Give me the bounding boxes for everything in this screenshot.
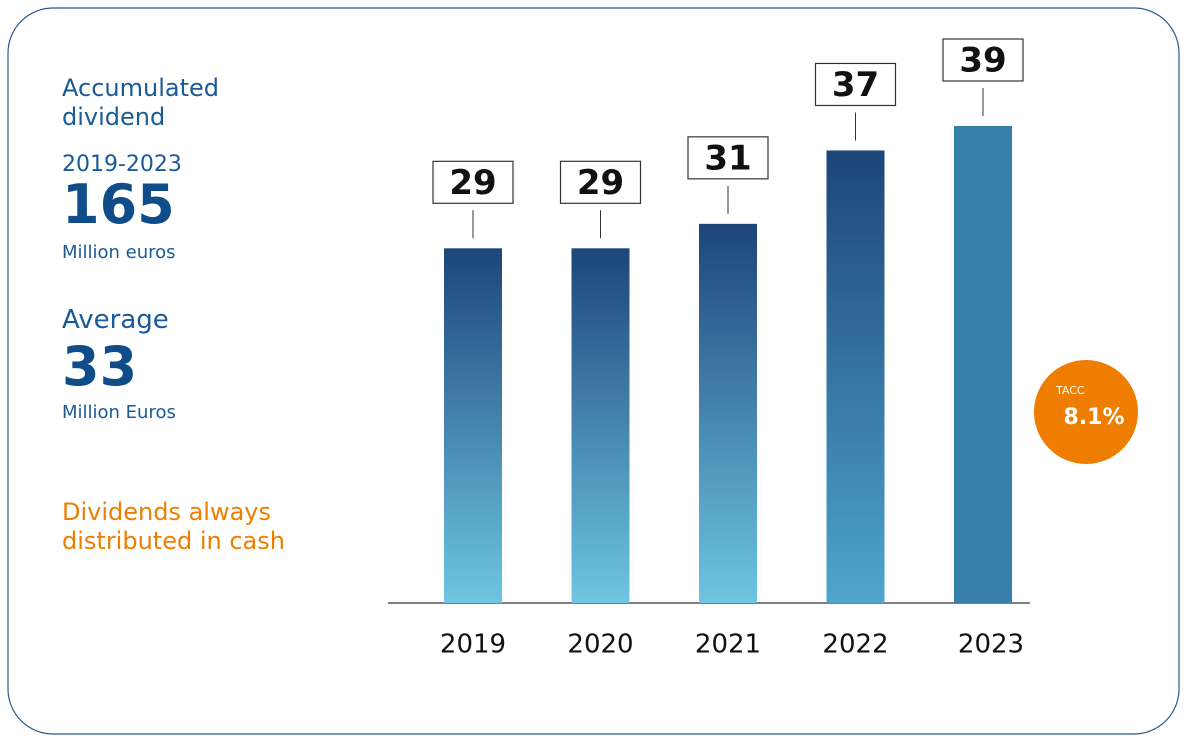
average-title: Average xyxy=(62,305,169,335)
accumulated-period: 2019-2023 xyxy=(62,152,182,177)
x-tick-label: 2020 xyxy=(567,630,633,660)
badge-title: TACC xyxy=(1055,384,1085,397)
bar xyxy=(954,126,1012,603)
accumulated-title: Accumulated dividend xyxy=(62,74,219,131)
label-box xyxy=(687,136,769,180)
average-unit: Million Euros xyxy=(62,402,176,423)
bar xyxy=(699,223,757,603)
x-tick-label: 2019 xyxy=(440,630,506,660)
label-box xyxy=(942,38,1024,82)
x-tick-label: 2023 xyxy=(958,630,1024,660)
value-label: 31 xyxy=(704,138,751,178)
label-box xyxy=(814,62,897,107)
bar xyxy=(571,248,630,604)
average-value: 33 xyxy=(62,335,138,398)
value-label: 39 xyxy=(959,41,1006,81)
badge-value: 8.1% xyxy=(1063,405,1124,430)
value-label: 29 xyxy=(577,163,624,203)
badge xyxy=(1034,360,1138,464)
label-box xyxy=(559,160,642,204)
accumulated-value: 165 xyxy=(62,173,175,236)
frame xyxy=(7,7,1180,735)
x-tick-label: 2022 xyxy=(822,630,888,660)
value-label: 29 xyxy=(449,163,496,203)
bar xyxy=(444,248,502,604)
bar xyxy=(826,150,885,603)
accumulated-unit: Million euros xyxy=(62,242,176,263)
note: Dividends always distributed in cash xyxy=(62,498,285,555)
x-tick-label: 2021 xyxy=(695,630,761,660)
label-box xyxy=(432,160,514,204)
value-label: 37 xyxy=(832,65,879,105)
